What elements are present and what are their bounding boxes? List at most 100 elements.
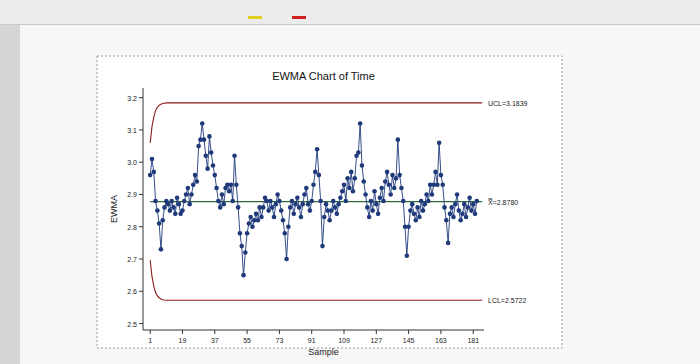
ewma-point xyxy=(322,215,327,220)
x-tick xyxy=(344,330,345,334)
ewma-point xyxy=(324,202,329,207)
x-tick-label: 109 xyxy=(338,337,350,344)
ewma-point xyxy=(430,192,435,197)
ewma-point xyxy=(288,205,293,210)
ewma-point xyxy=(381,199,386,204)
x-tick xyxy=(247,330,248,334)
ewma-point xyxy=(306,202,311,207)
ewma-point xyxy=(191,183,196,188)
ewma-point xyxy=(153,199,158,204)
ewma-point xyxy=(295,195,300,200)
ewma-point xyxy=(247,221,252,226)
ewma-point xyxy=(383,179,388,184)
ewma-point xyxy=(236,205,241,210)
y-tick xyxy=(139,129,143,130)
ewma-point xyxy=(239,244,244,249)
ewma-point xyxy=(160,218,165,223)
control-line xyxy=(150,201,482,202)
ewma-point xyxy=(387,183,392,188)
ewma-point xyxy=(446,241,451,246)
ewma-point xyxy=(475,199,480,204)
ewma-point xyxy=(234,183,239,188)
x-tick xyxy=(376,330,377,334)
ewma-point xyxy=(360,163,365,168)
ewma-point xyxy=(338,195,343,200)
y-tick xyxy=(139,323,143,324)
ewma-point xyxy=(166,202,171,207)
y-tick-label: 2.6 xyxy=(127,288,137,295)
ewma-point xyxy=(442,205,447,210)
y-tick-label: 3.1 xyxy=(127,127,137,134)
limit-label: X̿=2.8780 xyxy=(487,198,518,206)
screen-background xyxy=(0,0,700,364)
x-tick xyxy=(311,330,312,334)
x-tick-label: 91 xyxy=(308,337,316,344)
y-tick-label: 2.8 xyxy=(127,224,137,231)
ewma-point xyxy=(270,205,275,210)
ewma-point xyxy=(173,212,178,217)
ewma-point xyxy=(467,195,472,200)
x-axis-label: Sample xyxy=(308,347,339,357)
ewma-point xyxy=(349,170,354,175)
ewma-point xyxy=(318,199,323,204)
ewma-point xyxy=(214,186,219,191)
ewma-point xyxy=(309,199,314,204)
ewma-point xyxy=(182,199,187,204)
ewma-point xyxy=(168,208,173,213)
ewma-point xyxy=(304,186,309,191)
ewma-point xyxy=(406,224,411,229)
ewma-point xyxy=(162,205,167,210)
x-tick xyxy=(408,330,409,334)
ewma-point xyxy=(466,205,471,210)
y-tick-label: 3.2 xyxy=(127,95,137,102)
ewma-line xyxy=(150,123,477,275)
ewma-point xyxy=(405,253,410,258)
ewma-point xyxy=(227,189,232,194)
x-axis-line xyxy=(143,330,484,331)
ewma-point xyxy=(333,205,338,210)
ewma-point xyxy=(259,215,264,220)
document-page xyxy=(20,25,700,364)
y-tick xyxy=(139,97,143,98)
limit-label: LCL=2.5722 xyxy=(488,297,526,304)
chart-svg: EWMA Chart of Time2.52.62.72.82.93.03.13… xyxy=(0,0,700,364)
ewma-point xyxy=(379,186,384,191)
ewma-point xyxy=(367,215,372,220)
ewma-point xyxy=(299,215,304,220)
ewma-point xyxy=(422,202,427,207)
highlight-swatch xyxy=(248,16,262,19)
y-tick xyxy=(139,291,143,292)
ewma-point xyxy=(155,208,160,213)
ewma-point xyxy=(449,205,454,210)
ewma-point xyxy=(254,212,259,217)
plot-area xyxy=(148,103,482,300)
ewma-point xyxy=(415,205,420,210)
ewma-point xyxy=(177,202,182,207)
ewma-point xyxy=(464,215,469,220)
ewma-point xyxy=(331,199,336,204)
ewma-point xyxy=(399,186,404,191)
ewma-point xyxy=(365,205,370,210)
ewma-point xyxy=(455,192,460,197)
x-tick xyxy=(279,330,280,334)
ewma-point xyxy=(419,199,424,204)
ewma-point xyxy=(412,212,417,217)
y-tick xyxy=(139,259,143,260)
ewma-point xyxy=(290,199,295,204)
ewma-point xyxy=(370,208,375,213)
ewma-point xyxy=(221,202,226,207)
ewma-point xyxy=(358,121,363,126)
ewma-point xyxy=(275,192,280,197)
x-tick xyxy=(214,330,215,334)
ewma-point xyxy=(202,137,207,142)
ewma-point xyxy=(426,199,431,204)
y-tick xyxy=(139,194,143,195)
y-tick-label: 3.0 xyxy=(127,159,137,166)
ewma-point xyxy=(308,208,313,213)
ewma-point xyxy=(207,134,212,139)
ewma-point xyxy=(327,218,332,223)
ewma-point xyxy=(204,153,209,158)
ewma-point xyxy=(471,202,476,207)
ewma-point xyxy=(336,202,341,207)
ewma-point xyxy=(286,224,291,229)
